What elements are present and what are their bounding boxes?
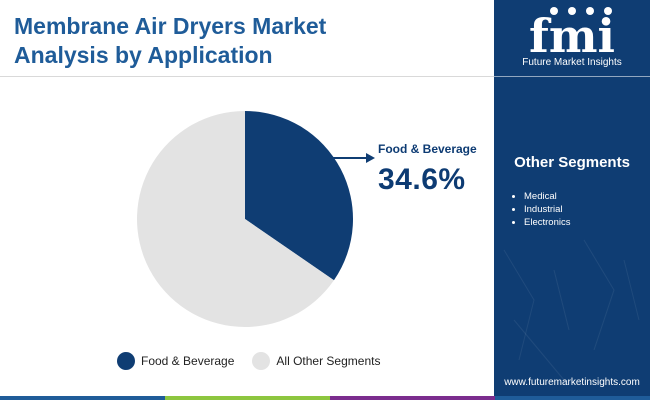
pie-slice-food-beverage	[245, 111, 354, 281]
bottom-bar-segment	[0, 396, 165, 400]
callout-value: 34.6%	[378, 163, 466, 196]
chart-legend: Food & Beverage All Other Segments	[117, 352, 398, 370]
legend-swatch-food-beverage	[117, 352, 135, 370]
pie-chart	[137, 111, 375, 327]
fmi-logo-mark: fmi	[529, 7, 615, 63]
sidebar-panel: fmi Future Market Insights Other Segment…	[494, 0, 650, 400]
bottom-bar-segment	[495, 396, 650, 400]
legend-label-food-beverage: Food & Beverage	[141, 354, 235, 368]
pie-slice-all-other-segments	[137, 111, 334, 327]
chart-title: Membrane Air Dryers Market Analysis by A…	[14, 12, 484, 70]
callout-label: Food & Beverage	[378, 142, 477, 156]
bottom-bar-segment	[165, 396, 330, 400]
bottom-bar-segment	[330, 396, 495, 400]
other-segments-list: Medical Industrial Electronics	[510, 190, 570, 229]
fmi-logo-text: fmi	[529, 9, 615, 60]
fmi-logo: fmi Future Market Insights	[494, 0, 650, 76]
legend-label-other-segments: All Other Segments	[276, 354, 381, 368]
chart-title-line-1: Membrane Air Dryers Market	[14, 13, 327, 39]
other-segment-item: Industrial	[510, 203, 570, 216]
legend-item-food-beverage: Food & Beverage	[117, 352, 234, 370]
chart-title-line-2: Analysis by Application	[14, 42, 273, 68]
website-url[interactable]: www.futuremarketinsights.com	[504, 377, 640, 388]
pie-slices	[137, 111, 354, 327]
bottom-color-bar	[0, 396, 650, 400]
sidebar-texture	[503, 239, 640, 381]
title-divider	[0, 76, 494, 77]
legend-item-other-segments: All Other Segments	[252, 352, 380, 370]
fmi-logo-subtitle: Future Market Insights	[522, 57, 622, 68]
other-segment-item: Medical	[510, 190, 570, 203]
callout-arrow	[333, 153, 375, 163]
legend-swatch-other-segments	[252, 352, 271, 370]
other-segments-heading: Other Segments	[514, 154, 630, 171]
sidebar-divider	[494, 76, 650, 77]
other-segment-item: Electronics	[510, 216, 570, 229]
